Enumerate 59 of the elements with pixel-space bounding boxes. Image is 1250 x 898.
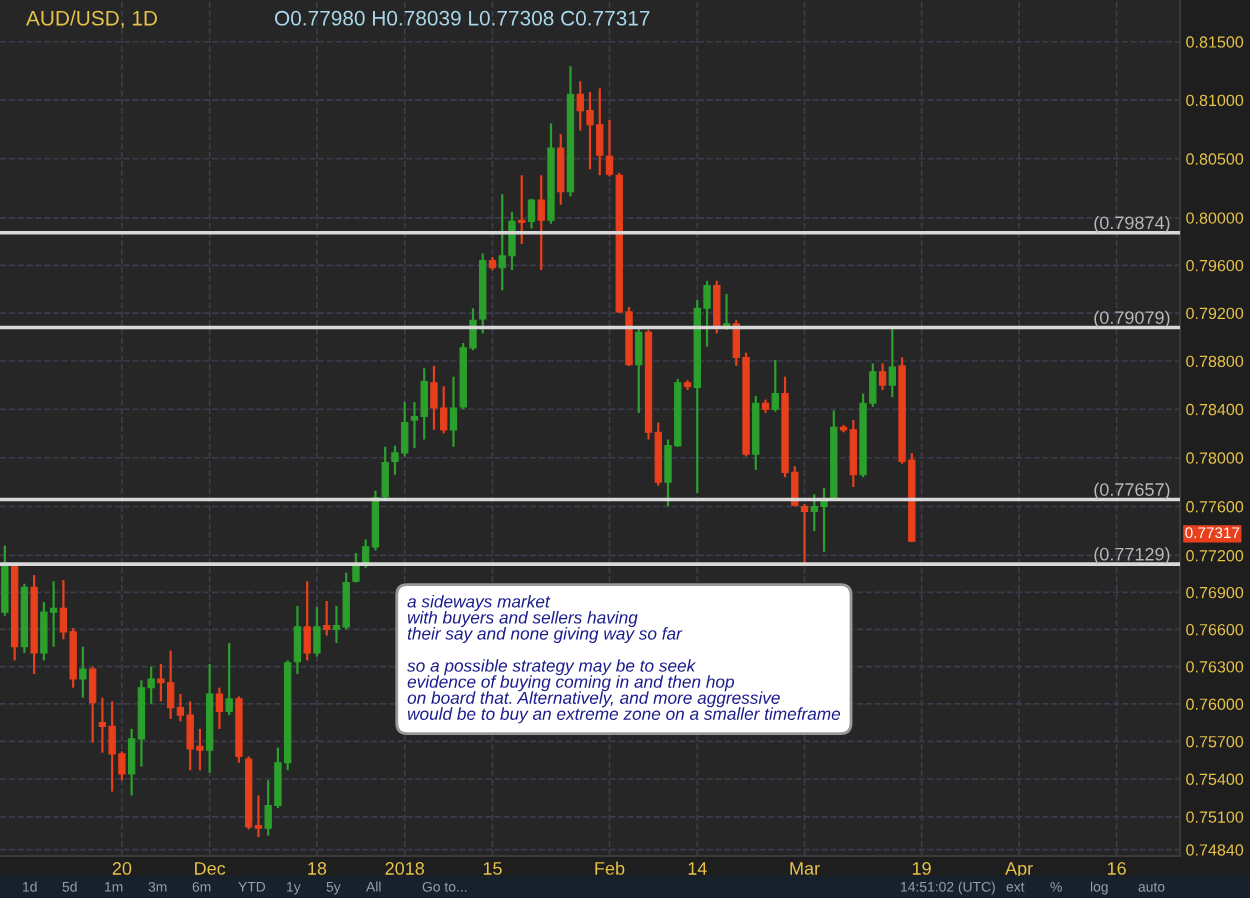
y-tick-label: 0.80000 [1186,212,1244,224]
x-tick-label: 14 [688,862,707,875]
candlestick [352,551,360,584]
candlestick [323,599,331,637]
y-tick-label: 0.75400 [1186,773,1244,786]
candlestick [88,665,97,744]
y-tick-label: 0.81500 [1186,36,1244,48]
candlestick [771,358,779,413]
y-tick-label: 0.77200 [1186,550,1244,562]
candlestick [527,197,536,230]
x-tick-label: Feb [595,861,625,875]
x-tick-label: 19 [912,862,931,875]
y-tick-label: 0.75100 [1186,811,1244,823]
candlestick [537,174,545,272]
y-tick-label: 0.76900 [1186,586,1244,599]
ref-line-label: (0.77129) [1094,547,1170,565]
candlestick [878,362,887,392]
annotation: a sideways market with buyers and sellers having their say and none giving way so far so a possible strategy may be to seek evidence of buying coming in and then hop on board that. Alternatively, and more aggressive would be to buy an extreme zone on a smaller timeframe [407,594,841,724]
candlestick [293,604,302,676]
x-tick-label: 16 [1107,862,1126,875]
ref-line-label: (0.79874) [1094,215,1170,233]
candlestick [800,502,809,566]
candlestick [713,279,721,335]
y-tick-label: 0.76000 [1186,698,1244,710]
ref-line-label: (0.77657) [1094,482,1170,500]
y-tick-label: 0.78400 [1186,403,1244,416]
x-tick-label: 15 [483,862,502,875]
ref-line-label: (0.79079) [1094,310,1170,328]
x-tick-label: 18 [308,862,327,875]
candlestick [79,645,87,699]
chart-title: AUD/USD, 1D [26,10,157,29]
x-tick-label: Mar [790,862,820,875]
candlestick [888,326,896,399]
y-tick-label: 0.77600 [1186,501,1244,513]
y-tick-label: 0.75700 [1186,735,1244,748]
candlestick [225,641,233,717]
x-tick-label: 20 [112,862,132,875]
x-tick-label: Dec [195,862,226,875]
y-tick-label: 0.78800 [1186,355,1244,368]
x-tick-label: 2018 [385,862,425,875]
x-tick-label: Apr [1005,862,1033,879]
candlestick [635,325,643,415]
chart-subtitle: O0.77980 H0.78039 L0.77308 C0.77317 [274,10,650,26]
y-tick-label: 0.79600 [1186,259,1244,272]
candlestick [518,174,526,246]
candlestick [1,544,9,617]
candlestick [557,132,565,206]
y-tick-label: 0.76600 [1186,623,1244,636]
candlestick [381,445,389,502]
candlestick [303,580,311,662]
candlestick [313,606,321,658]
y-tick-label: 0.81000 [1186,94,1244,107]
y-tick-label: 0.80500 [1186,153,1244,165]
candlestick [605,118,614,178]
candlestick [215,686,224,730]
y-tick-label: 0.76300 [1186,661,1244,673]
y-tick-label: 0.79200 [1186,307,1244,320]
y-tick-label: 0.74840 [1186,844,1244,856]
y-tick-label: 0.78000 [1186,452,1244,464]
